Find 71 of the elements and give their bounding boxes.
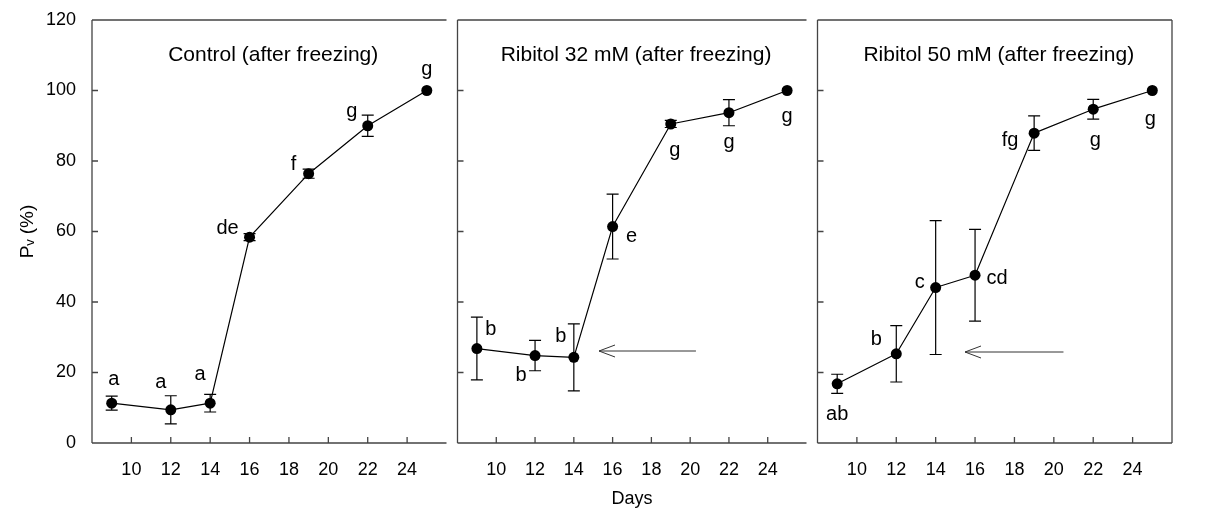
annotation: c — [914, 270, 925, 293]
annotation: b — [485, 317, 497, 340]
y-tick-label: 60 — [55, 220, 76, 241]
x-axis-title: Days — [611, 488, 653, 509]
point — [1028, 127, 1040, 139]
point — [529, 350, 541, 362]
y-axis-title: Pᵥ (%) — [15, 204, 37, 259]
annotation: a — [194, 361, 207, 384]
point — [1146, 85, 1158, 96]
point — [568, 351, 580, 363]
text: Control (after freezing) — [168, 41, 379, 65]
x-tick-label: 14 — [200, 458, 221, 479]
point — [607, 221, 619, 233]
y-tick-label: 100 — [45, 79, 76, 100]
y-tick-label: 20 — [55, 361, 76, 382]
annotation: g — [1089, 127, 1101, 150]
annotation: a — [108, 366, 121, 389]
text: Ribitol 32 mM (after freezing) — [500, 41, 772, 65]
annotation: g — [421, 57, 433, 80]
x-tick-label: 10 — [486, 458, 507, 479]
point — [930, 282, 942, 294]
annotation: b — [870, 327, 882, 350]
x-tick-label: 20 — [680, 458, 701, 479]
point — [165, 404, 177, 416]
point — [471, 343, 483, 355]
annotation: f — [290, 152, 297, 175]
annotation: g — [723, 130, 735, 153]
x-tick-label: 14 — [563, 458, 584, 479]
y-tick-label: 0 — [65, 431, 76, 452]
annotation: fg — [1001, 127, 1019, 150]
x-tick-label: 22 — [718, 458, 739, 479]
annotation: g — [1144, 107, 1156, 130]
annotation: e — [626, 224, 638, 247]
y-tick-label: 40 — [55, 290, 76, 311]
annotation: de — [216, 215, 239, 238]
x-tick-label: 12 — [886, 458, 907, 479]
annotation: cd — [986, 265, 1008, 288]
y-tick-label: 80 — [55, 149, 76, 170]
text: Ribitol 50 mM (after freezing) — [863, 41, 1135, 65]
point — [421, 85, 433, 96]
annotation: ab — [826, 402, 849, 425]
x-tick-label: 16 — [602, 458, 623, 479]
point — [890, 348, 902, 360]
annotation: b — [515, 363, 527, 386]
annotation: g — [346, 99, 358, 122]
point — [969, 269, 981, 281]
point — [362, 120, 374, 132]
point — [723, 107, 735, 119]
x-tick-label: 22 — [1083, 458, 1104, 479]
x-tick-label: 24 — [1122, 458, 1143, 479]
annotation: a — [155, 370, 168, 393]
x-tick-label: 16 — [239, 458, 260, 479]
x-tick-label: 24 — [757, 458, 778, 479]
x-tick-label: 20 — [1043, 458, 1064, 479]
x-tick-label: 22 — [357, 458, 378, 479]
x-tick-label: 14 — [925, 458, 946, 479]
x-tick-label: 18 — [278, 458, 299, 479]
x-tick-label: 18 — [641, 458, 662, 479]
point — [781, 85, 793, 96]
y-tick-label: 120 — [45, 8, 76, 29]
x-tick-label: 12 — [525, 458, 546, 479]
annotation: g — [669, 137, 681, 160]
x-tick-label: 10 — [121, 458, 142, 479]
x-tick-label: 12 — [160, 458, 181, 479]
x-tick-label: 24 — [397, 458, 418, 479]
annotation: g — [781, 104, 793, 127]
x-tick-label: 18 — [1004, 458, 1025, 479]
x-tick-label: 16 — [965, 458, 986, 479]
x-tick-label: 10 — [846, 458, 867, 479]
x-tick-label: 20 — [318, 458, 339, 479]
annotation: b — [555, 323, 567, 346]
